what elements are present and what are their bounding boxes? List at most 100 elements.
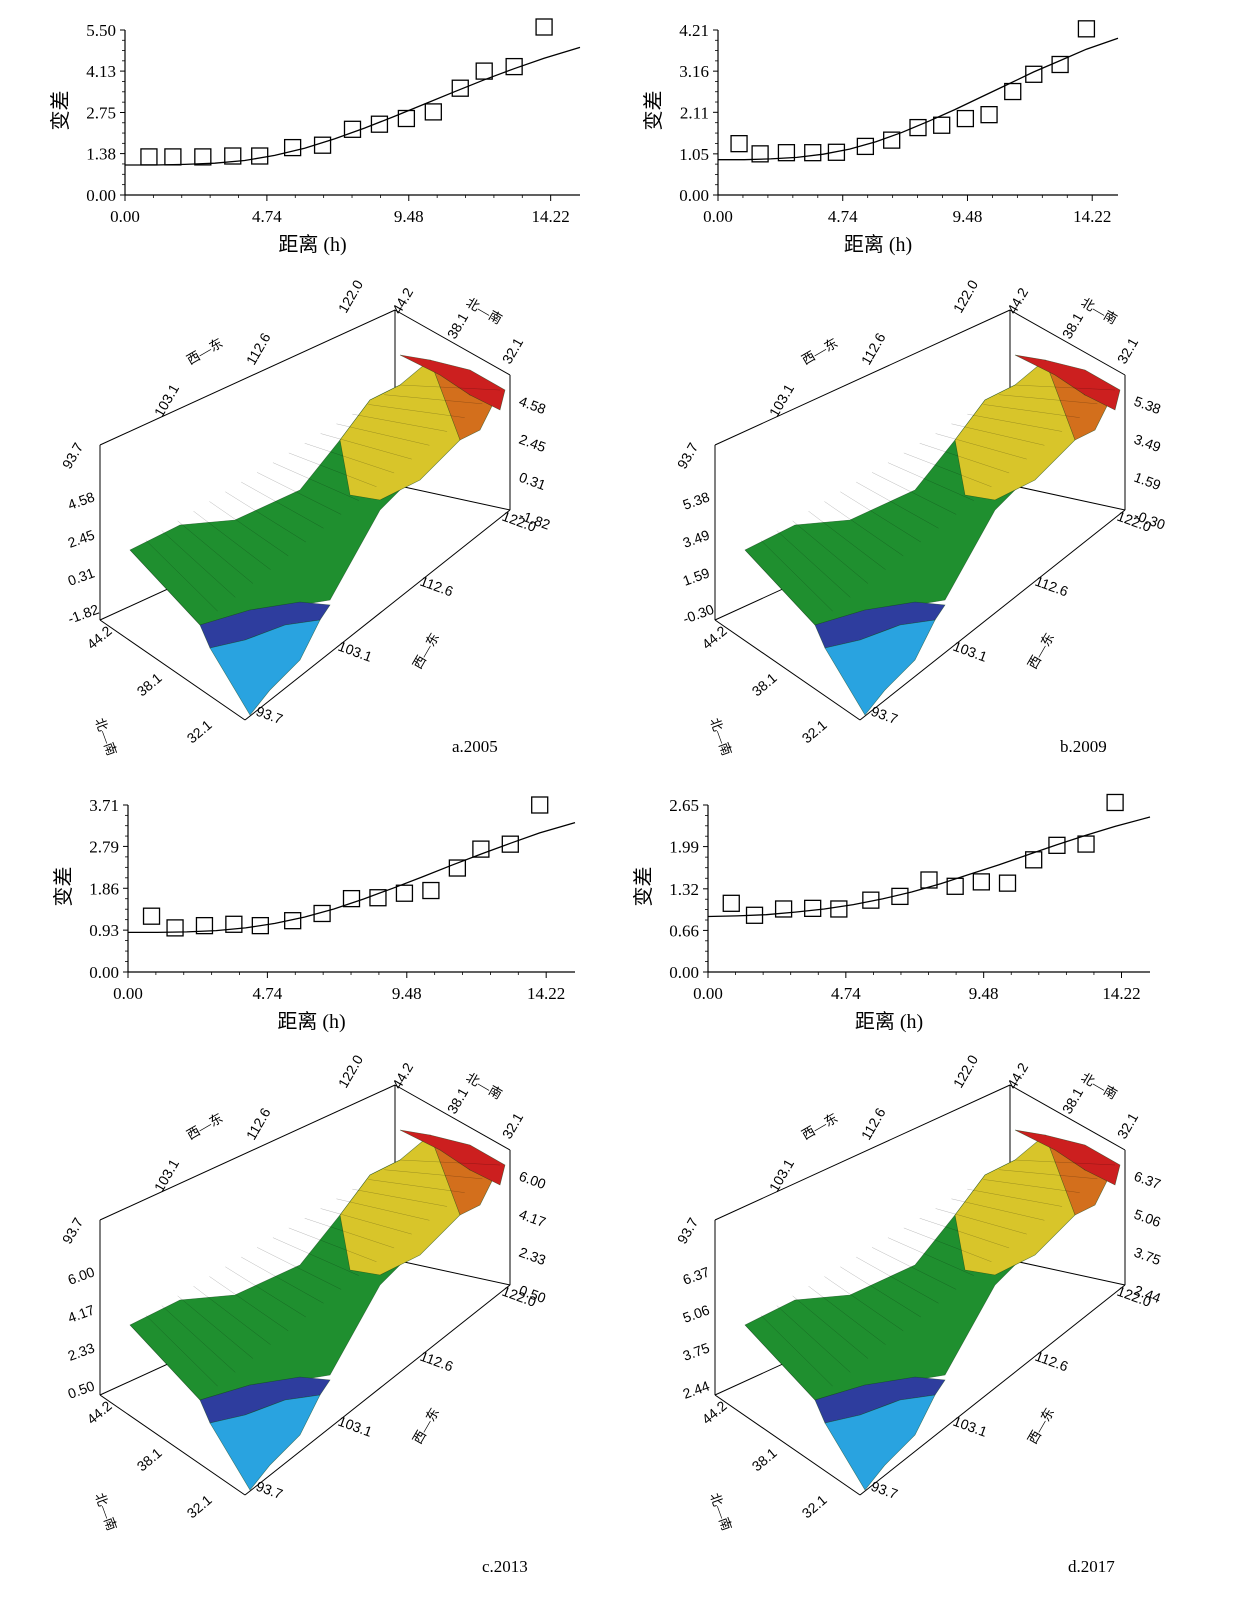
surface-plot-b: 5.383.491.59-0.305.383.491.59-0.3093.710… [674,280,1168,758]
data-point [164,148,182,166]
y-tick-label-top: 32.1 [499,1110,527,1142]
mesh-line [193,511,271,570]
mesh-line [919,1218,1010,1249]
mesh-line [792,520,869,584]
mesh-line [209,1276,289,1332]
z-tick-label-left: 4.17 [66,1301,97,1325]
data-point [804,899,822,918]
mesh-line [225,1266,306,1318]
x-axis-label: 距离 (h) [855,1010,923,1033]
box-edge [394,309,511,376]
box-edge [99,309,396,446]
y-tick-label-top: 44.2 [1004,1060,1032,1092]
mesh-line [256,472,342,515]
box-edge [1009,1084,1126,1151]
mesh-line [840,1266,921,1318]
mesh-line [951,1198,1045,1221]
x-tick-label: 103.1 [336,638,375,665]
data-point [397,109,416,128]
y-tick-label-top: 32.1 [1114,335,1142,367]
x-axis-label: 距离 (h) [277,1010,345,1033]
data-point [909,118,927,137]
mesh-line [384,394,483,405]
surface-region [209,1394,321,1491]
mesh-line [129,549,201,626]
axis-label-ns-top: 北—南 [464,1070,505,1102]
box-edge [244,509,511,721]
mesh-line [352,1188,448,1207]
data-point [451,79,469,97]
data-point [730,135,748,153]
y-tick-label-top: 44.2 [389,1060,417,1092]
data-point [195,916,214,935]
z-tick-label-right: 3.75 [1132,1244,1163,1268]
data-point [777,144,796,162]
surface-region [1014,1129,1121,1186]
x-tick-label: 4.74 [831,984,861,1003]
x-tick-label: 93.7 [869,1478,900,1502]
axis-label-ns-bottom: 北—南 [707,716,734,758]
data-point [370,115,389,133]
y-tick-label: 32.1 [184,1491,215,1521]
y-tick-label-top: 38.1 [444,1085,472,1117]
data-point [1025,65,1043,83]
data-point [142,907,161,925]
mesh-line [983,404,1080,418]
mesh-line [967,413,1063,432]
data-point [313,904,331,923]
data-point [933,116,951,134]
mesh-line [856,481,939,529]
data-point [827,143,846,161]
caption-a: a.2005 [452,737,498,756]
model-curve [128,821,576,934]
z-tick-label-left: 3.49 [681,526,712,550]
data-point [251,147,269,165]
y-tick-label: 38.1 [134,1444,165,1474]
data-point [1004,82,1022,101]
data-point [343,120,362,138]
variogram-chart-c: 0.00 0.93 1.86 2.79 3.71 0.00 4.74 9.48 14.22 距离 … [52,796,576,1033]
data-point [194,148,212,166]
data-point [745,906,764,924]
data-point [424,103,442,121]
x-tick-label: 93.7 [869,703,900,727]
mesh-line [744,1324,816,1401]
y-tick-label-top: 38.1 [444,310,472,342]
data-point [535,18,553,36]
mesh-line [824,1276,904,1332]
x-tick-label-top: 93.7 [674,1215,702,1247]
data-point [505,57,523,76]
data-point [830,900,848,918]
axis-label-ns-bottom: 北—南 [92,1491,119,1533]
mesh-line [272,1237,359,1276]
x-tick-label: 103.1 [951,1413,990,1440]
y-tick-label: 38.1 [749,669,780,699]
x-tick-label-top: 112.6 [858,330,889,368]
mesh-line [320,433,412,460]
y-tick-label: 0.00 [669,963,699,982]
variogram-chart-d: 0.00 0.66 1.32 1.99 2.65 0.00 4.74 9.48 14.22 距离 … [632,793,1151,1033]
y-tick-label: 1.86 [89,879,119,898]
surface-region [1014,354,1121,411]
y-tick-label: 1.32 [669,880,699,899]
box-edge [244,1284,511,1496]
x-tick-label-top: 103.1 [151,1156,182,1195]
z-tick-label-left: 0.50 [66,1377,97,1401]
x-tick-label-top: 122.0 [950,1055,981,1091]
z-tick-label-left: 6.00 [66,1263,97,1287]
data-point [751,145,769,163]
mesh-line [808,1286,886,1345]
mesh-line [241,1256,324,1304]
x-tick-label: 9.48 [392,984,422,1003]
x-tick-label: 0.00 [113,984,143,1003]
box-edge [1009,309,1126,376]
x-tick-label-top: 93.7 [59,1215,87,1247]
y-axis-label: 变差 [632,867,655,907]
x-tick-label-top: 122.0 [950,280,981,316]
mesh-line [352,413,448,432]
surface-region [399,354,506,411]
y-tick-label: 0.93 [89,921,119,940]
x-tick-label: 0.00 [703,207,733,226]
y-tick-label: 4.13 [86,62,116,81]
mesh-line [129,1324,201,1401]
